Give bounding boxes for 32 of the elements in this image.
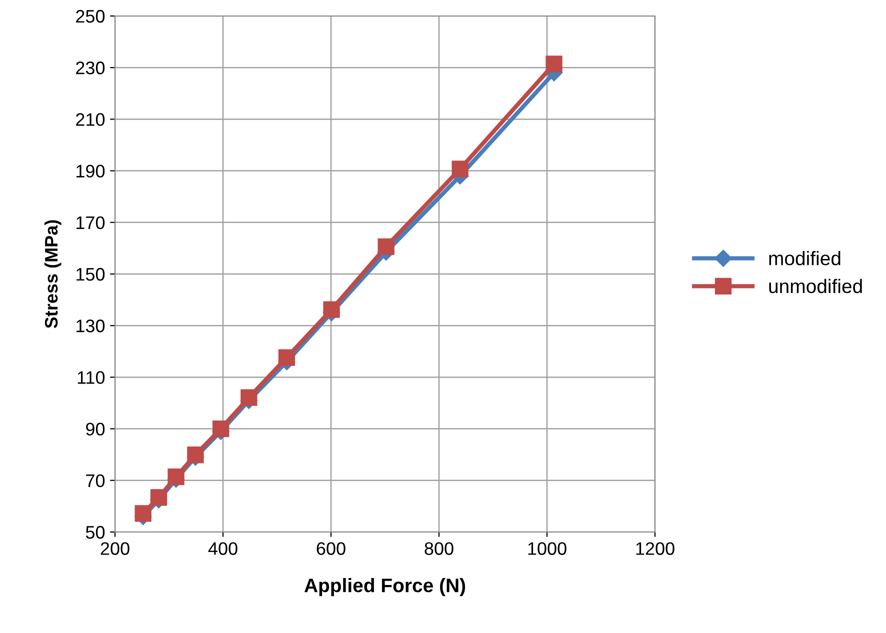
point bbox=[546, 56, 562, 72]
y-tick-label: 210 bbox=[76, 113, 105, 126]
y-tick-label: 50 bbox=[86, 526, 105, 539]
y-tick-label: 110 bbox=[78, 371, 105, 384]
point bbox=[150, 489, 168, 506]
point bbox=[378, 238, 394, 255]
point bbox=[168, 468, 184, 486]
y-tick-label: 170 bbox=[76, 216, 105, 230]
x-axis-title: Applied Force (N) bbox=[304, 578, 466, 596]
y-tick-label: 90 bbox=[86, 422, 105, 436]
y-tick-label: 190 bbox=[76, 164, 105, 178]
y-axis-title: Stress (MPa) bbox=[44, 220, 62, 328]
x-tick-label: 800 bbox=[424, 542, 454, 555]
legend-label: modified bbox=[769, 251, 840, 266]
x-tick-label: 1200 bbox=[636, 542, 674, 555]
point bbox=[212, 420, 230, 438]
y-tick-label: 70 bbox=[86, 474, 105, 488]
point bbox=[240, 389, 258, 406]
x-tick-label: 200 bbox=[100, 542, 130, 555]
point bbox=[452, 160, 468, 178]
x-tick-label: 400 bbox=[208, 542, 238, 555]
y-tick-label: 250 bbox=[76, 10, 105, 23]
legend-label: unmodified bbox=[769, 278, 862, 294]
point bbox=[323, 301, 340, 318]
point bbox=[278, 349, 296, 366]
y-tick-label: 230 bbox=[76, 62, 105, 74]
x-tick-label: 1000 bbox=[528, 542, 566, 555]
point bbox=[134, 505, 152, 522]
y-tick-label: 130 bbox=[76, 320, 105, 332]
x-tick-label: 600 bbox=[316, 542, 346, 555]
y-tick-label: 150 bbox=[76, 268, 105, 281]
point bbox=[187, 446, 204, 464]
